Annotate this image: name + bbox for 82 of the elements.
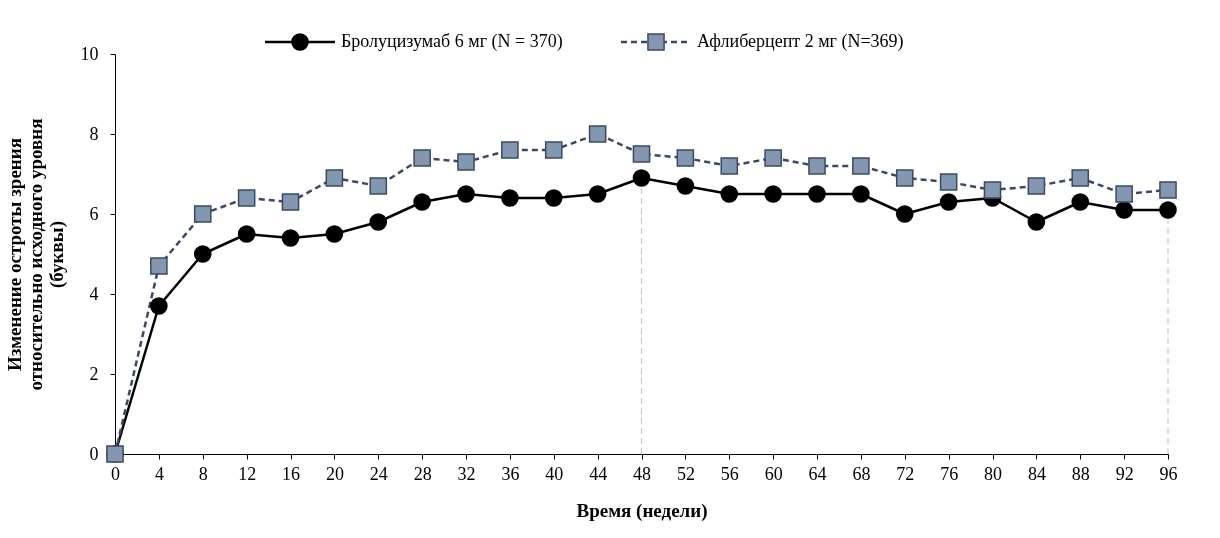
point xyxy=(632,169,651,187)
point xyxy=(676,177,695,195)
point xyxy=(281,229,300,247)
y-tick-label: 8 xyxy=(89,123,99,144)
x-tick-label: 40 xyxy=(545,463,564,484)
point xyxy=(632,145,651,163)
point xyxy=(457,185,475,203)
point xyxy=(150,257,168,275)
x-tick-label: 0 xyxy=(111,463,120,484)
point xyxy=(808,185,826,203)
x-tick-label: 84 xyxy=(1027,463,1046,484)
point xyxy=(237,189,256,207)
point xyxy=(983,181,1002,199)
x-axis-title: Время (недели) xyxy=(576,499,708,522)
point xyxy=(764,185,782,203)
x-tick-label: 60 xyxy=(764,463,783,484)
point xyxy=(1159,201,1177,219)
x-tick-label: 72 xyxy=(896,463,915,484)
point xyxy=(1027,177,1046,195)
x-tick-label: 76 xyxy=(940,463,959,484)
x-tick-label: 24 xyxy=(369,463,388,484)
x-tick-label: 48 xyxy=(633,463,651,484)
x-tick-label: 92 xyxy=(1115,463,1134,484)
point xyxy=(1071,169,1090,187)
point xyxy=(852,185,870,203)
point xyxy=(588,185,607,203)
point xyxy=(457,153,475,171)
point xyxy=(325,225,344,243)
x-tick-label: 32 xyxy=(457,463,476,484)
point xyxy=(895,205,914,223)
point xyxy=(939,173,958,191)
point xyxy=(720,157,739,175)
y-tick-label: 0 xyxy=(89,443,99,464)
point xyxy=(501,141,519,159)
point xyxy=(852,157,870,175)
point xyxy=(544,189,563,207)
point xyxy=(1027,213,1046,231)
point xyxy=(281,193,300,211)
point xyxy=(544,141,563,159)
point xyxy=(369,177,388,195)
x-tick-label: 44 xyxy=(589,463,608,484)
x-tick-label: 12 xyxy=(238,463,257,484)
point xyxy=(1071,193,1090,211)
point xyxy=(588,125,607,143)
point xyxy=(895,169,914,187)
point xyxy=(193,245,212,263)
x-tick-label: 20 xyxy=(325,463,344,484)
y-tick-label: 4 xyxy=(89,283,99,304)
x-tick-label: 36 xyxy=(501,463,520,484)
x-tick-label: 4 xyxy=(154,463,164,484)
point xyxy=(1115,201,1133,219)
point xyxy=(501,189,519,207)
x-tick-label: 28 xyxy=(413,463,432,484)
x-tick-label: 64 xyxy=(808,463,827,484)
point xyxy=(676,149,695,167)
x-tick-label: 52 xyxy=(676,463,695,484)
x-tick-label: 88 xyxy=(1071,463,1090,484)
x-tick-label: 96 xyxy=(1159,463,1178,484)
y-tick-label: 6 xyxy=(89,203,99,224)
y-tick-label: 10 xyxy=(80,43,99,64)
x-tick-label: 16 xyxy=(282,463,300,484)
x-tick-label: 56 xyxy=(720,463,739,484)
legend-label: Афлиберцепт 2 мг (N=369) xyxy=(697,31,904,52)
point xyxy=(369,213,388,231)
point xyxy=(1115,185,1133,203)
x-tick-label: 68 xyxy=(852,463,871,484)
point xyxy=(150,297,168,315)
x-tick-label: 8 xyxy=(198,463,208,484)
point xyxy=(237,225,256,243)
point xyxy=(1159,181,1177,199)
point xyxy=(720,185,739,203)
y-axis-title: Изменение остроты зрения относительно исходного уровня (буквы) xyxy=(3,118,68,391)
point xyxy=(325,169,344,187)
point xyxy=(413,149,431,167)
y-tick-label: 2 xyxy=(89,363,99,384)
x-tick-label: 80 xyxy=(984,463,1002,484)
point xyxy=(413,193,431,211)
point xyxy=(764,149,782,167)
legend-label: Бролуцизумаб 6 мг (N = 370) xyxy=(341,31,563,52)
point xyxy=(939,193,958,211)
point xyxy=(193,205,212,223)
point xyxy=(808,157,826,175)
